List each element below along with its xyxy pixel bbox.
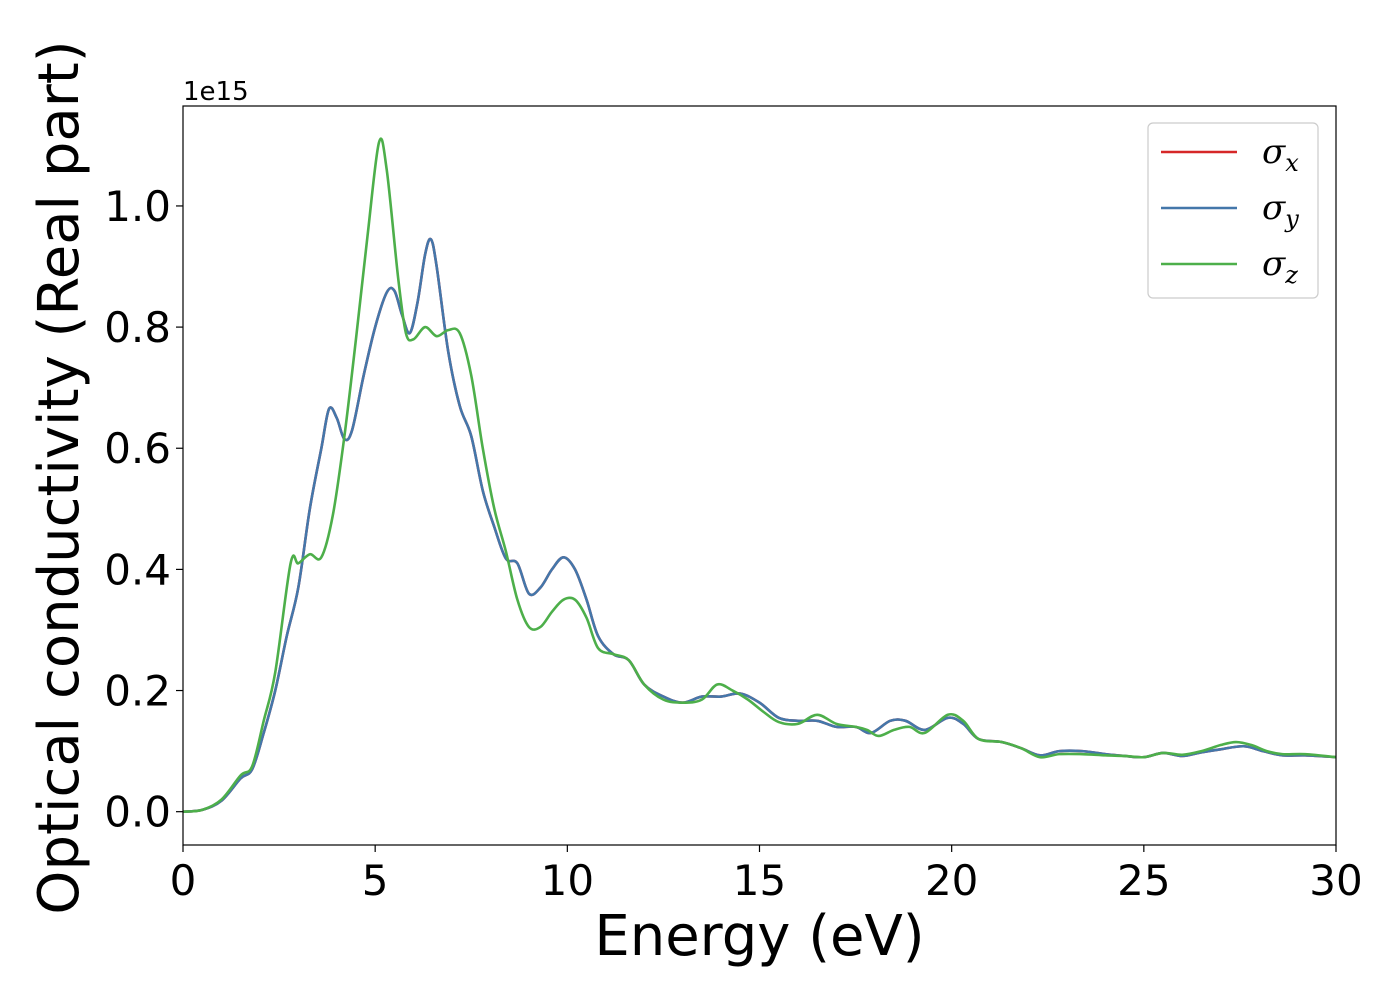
x-tick-label: 0 <box>170 856 197 905</box>
y-tick-label: 0.2 <box>104 667 171 716</box>
y-tick-label: 1.0 <box>104 182 171 231</box>
y-tick-label: 0.0 <box>104 788 171 837</box>
y-axis-label: Optical conductivity (Real part) <box>27 40 92 914</box>
x-tick-label: 10 <box>541 856 594 905</box>
x-tick-label: 15 <box>733 856 786 905</box>
legend-box <box>1147 122 1319 299</box>
series-layer <box>183 137 1336 813</box>
y-offset-text: 1e15 <box>183 77 249 107</box>
y-tick-label: 0.8 <box>104 303 171 352</box>
series-line-z <box>183 137 1336 813</box>
y-tick-label: 0.4 <box>104 545 171 594</box>
x-tick-label: 25 <box>1117 856 1170 905</box>
y-tick-label: 0.6 <box>104 424 171 473</box>
x-tick-label: 30 <box>1309 856 1362 905</box>
x-tick-label: 5 <box>362 856 389 905</box>
x-axis-label: Energy (eV) <box>594 904 924 969</box>
series-line-x <box>183 237 1336 813</box>
x-tick-label: 20 <box>925 856 978 905</box>
legend-label-x: σx <box>1262 132 1299 177</box>
ticks-layer: 0 5 10 15 20 25 30 0.0 0.2 0.4 0.6 0.8 1.0 <box>104 182 1363 905</box>
series-line-y <box>183 237 1336 813</box>
